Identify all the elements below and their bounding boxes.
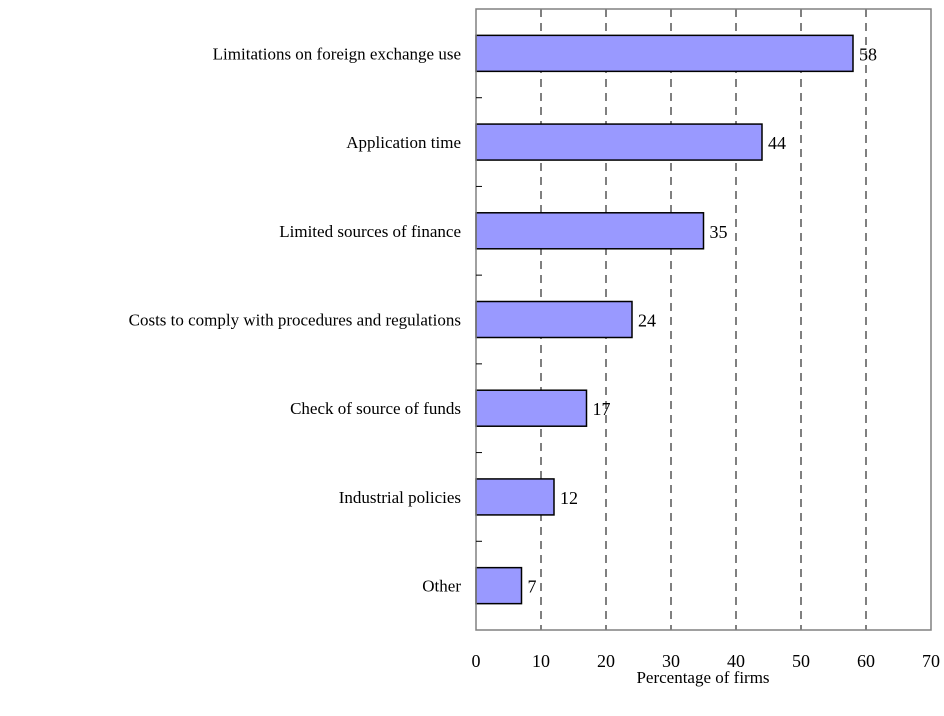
x-tick-label-30: 30 (662, 651, 680, 671)
category-label-3: Costs to comply with procedures and regu… (129, 311, 461, 330)
bar-0 (475, 34, 854, 73)
category-label-1: Application time (346, 133, 461, 152)
bar-1 (475, 123, 763, 161)
category-label-6: Other (422, 577, 461, 596)
axes (475, 8, 932, 631)
category-label-2: Limited sources of finance (279, 222, 461, 241)
data-label-0: 58 (859, 44, 877, 64)
data-label-3: 24 (638, 311, 656, 331)
data-label-6: 7 (528, 577, 537, 597)
category-label-4: Check of source of funds (290, 399, 461, 418)
x-tick-label-50: 50 (792, 651, 810, 671)
x-tick-label-10: 10 (532, 651, 550, 671)
bars (475, 34, 854, 605)
x-tick-label-70: 70 (922, 651, 940, 671)
x-axis-title: Percentage of firms (636, 668, 769, 687)
x-tick-label-20: 20 (597, 651, 615, 671)
labels: Limitations on foreign exchange use 58 App… (129, 44, 940, 671)
x-tick-label-40: 40 (727, 651, 745, 671)
category-label-0: Limitations on foreign exchange use (213, 44, 461, 63)
bar-3 (475, 300, 633, 339)
x-tick-label-60: 60 (857, 651, 875, 671)
x-tick-label-0: 0 (472, 651, 481, 671)
data-label-1: 44 (768, 133, 786, 153)
bar-5 (475, 478, 555, 516)
bar-2 (475, 212, 705, 250)
data-label-2: 35 (710, 222, 728, 242)
plot-frame (475, 8, 932, 631)
category-label-5: Industrial policies (339, 488, 461, 507)
data-label-5: 12 (560, 488, 578, 508)
bar-4 (475, 389, 588, 427)
data-label-4: 17 (593, 399, 611, 419)
bar-6 (475, 566, 523, 605)
